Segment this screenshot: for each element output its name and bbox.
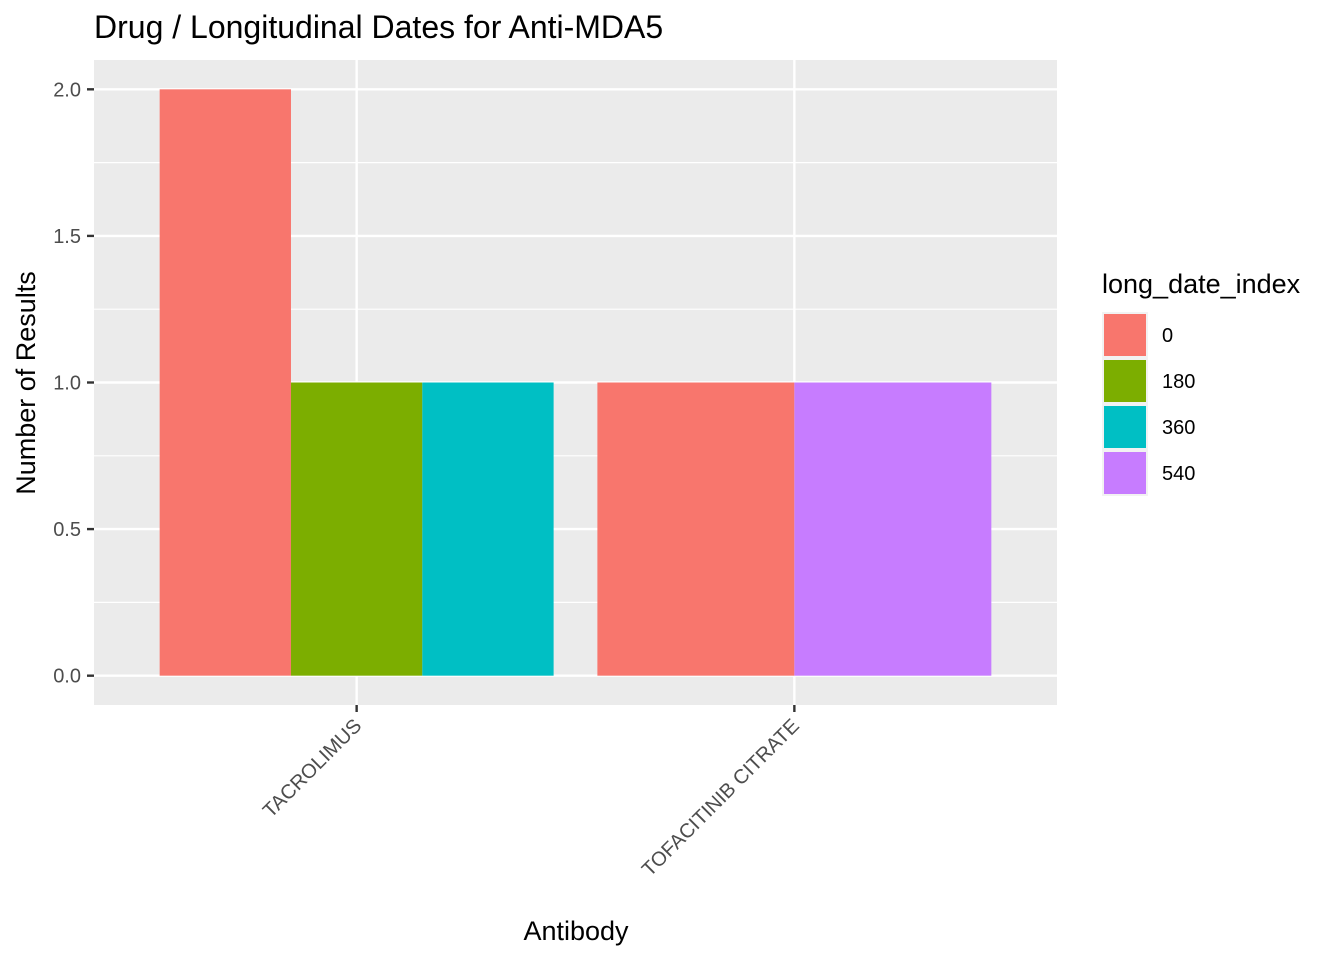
- x-axis-title: Antibody: [523, 916, 629, 946]
- legend-label-360: 360: [1162, 417, 1195, 439]
- legend-label-180: 180: [1162, 371, 1195, 393]
- legend-swatch-540: [1104, 452, 1146, 494]
- bars: [159, 89, 992, 676]
- y-tick-label: 2.0: [53, 79, 81, 101]
- bar-tacrolimus-180: [290, 382, 423, 676]
- legend-swatch-0: [1104, 314, 1146, 356]
- y-tick-label: 0.5: [53, 519, 81, 541]
- bar-tofacitinib-citrate-0: [597, 382, 795, 676]
- y-axis-title: Number of Results: [11, 271, 41, 495]
- bar-tacrolimus-0: [159, 89, 291, 676]
- legend-label-540: 540: [1162, 463, 1195, 485]
- legend-swatch-360: [1104, 406, 1146, 448]
- legend-swatch-180: [1104, 360, 1146, 402]
- y-tick-label: 1.0: [53, 373, 81, 395]
- chart-title: Drug / Longitudinal Dates for Anti-MDA5: [94, 9, 663, 45]
- x-tick-label: TOFACITINIB CITRATE: [638, 715, 804, 881]
- legend-label-0: 0: [1162, 325, 1173, 347]
- x-tick-label: TACROLIMUS: [259, 715, 366, 822]
- bar-tacrolimus-360: [422, 382, 554, 676]
- y-tick-label: 1.5: [53, 226, 81, 248]
- legend: long_date_index 0 180 360 540: [1102, 269, 1301, 496]
- y-tick-label: 0.0: [53, 666, 81, 688]
- legend-title: long_date_index: [1102, 269, 1301, 299]
- bar-tofacitinib-citrate-540: [794, 382, 992, 676]
